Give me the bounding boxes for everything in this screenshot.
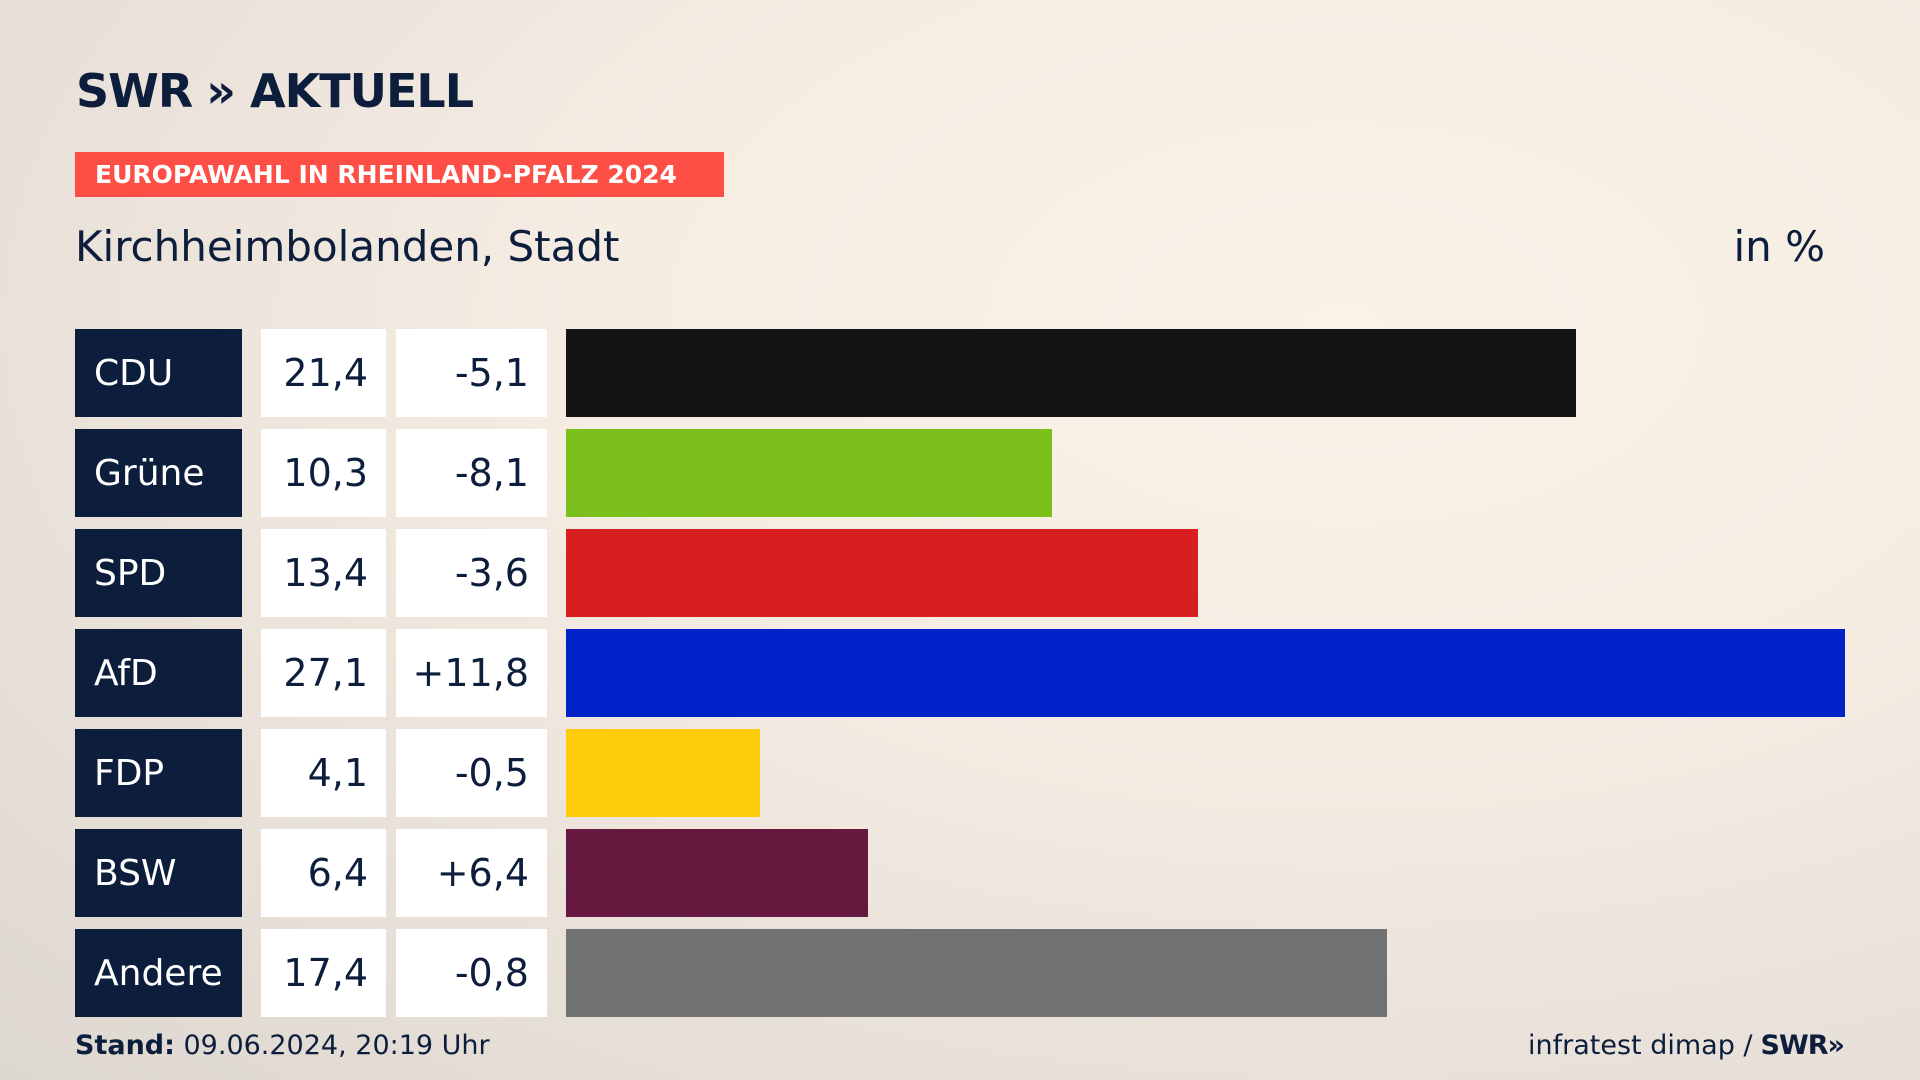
result-bar [566, 729, 760, 817]
result-bar [566, 929, 1387, 1017]
vote-change: +11,8 [396, 629, 547, 717]
unit-label: in % [1733, 222, 1825, 271]
vote-change: -3,6 [396, 529, 547, 617]
party-label: FDP [75, 729, 242, 817]
logo-text: SWR [76, 64, 193, 118]
stand-value: 09.06.2024, 20:19 Uhr [174, 1030, 490, 1061]
vote-share: 13,4 [261, 529, 386, 617]
party-label: Grüne [75, 429, 242, 517]
vote-share: 6,4 [261, 829, 386, 917]
result-row: SPD 13,4 -3,6 [0, 529, 1920, 617]
vote-change: -5,1 [396, 329, 547, 417]
vote-share: 27,1 [261, 629, 386, 717]
swr-aktuell-logo: SWR» AKTUELL [76, 64, 474, 118]
vote-change: -8,1 [396, 429, 547, 517]
result-bar [566, 429, 1052, 517]
result-row: AfD 27,1 +11,8 [0, 629, 1920, 717]
vote-share: 10,3 [261, 429, 386, 517]
stand-label: Stand: [75, 1030, 175, 1061]
election-badge: EUROPAWAHL IN RHEINLAND-PFALZ 2024 [75, 152, 724, 197]
vote-change: -0,5 [396, 729, 547, 817]
source-text: infratest dimap / [1528, 1030, 1753, 1061]
vote-change: -0,8 [396, 929, 547, 1017]
source-credit: infratest dimap / SWR» [1528, 1030, 1845, 1061]
result-bar [566, 829, 868, 917]
vote-share: 17,4 [261, 929, 386, 1017]
party-label: Andere [75, 929, 242, 1017]
result-row: Andere 17,4 -0,8 [0, 929, 1920, 1017]
party-label: CDU [75, 329, 242, 417]
party-label: SPD [75, 529, 242, 617]
logo-chevrons: » [206, 64, 235, 118]
result-row: BSW 6,4 +6,4 [0, 829, 1920, 917]
result-bar [566, 529, 1198, 617]
logo-sub: AKTUELL [250, 64, 474, 118]
result-bar [566, 329, 1576, 417]
party-label: BSW [75, 829, 242, 917]
party-label: AfD [75, 629, 242, 717]
result-row: Grüne 10,3 -8,1 [0, 429, 1920, 517]
vote-share: 21,4 [261, 329, 386, 417]
result-row: FDP 4,1 -0,5 [0, 729, 1920, 817]
swr-footer-logo: SWR» [1760, 1030, 1845, 1061]
result-bar [566, 629, 1845, 717]
result-row: CDU 21,4 -5,1 [0, 329, 1920, 417]
timestamp: Stand: 09.06.2024, 20:19 Uhr [75, 1030, 490, 1061]
vote-change: +6,4 [396, 829, 547, 917]
vote-share: 4,1 [261, 729, 386, 817]
chart-title: Kirchheimbolanden, Stadt [75, 222, 620, 271]
